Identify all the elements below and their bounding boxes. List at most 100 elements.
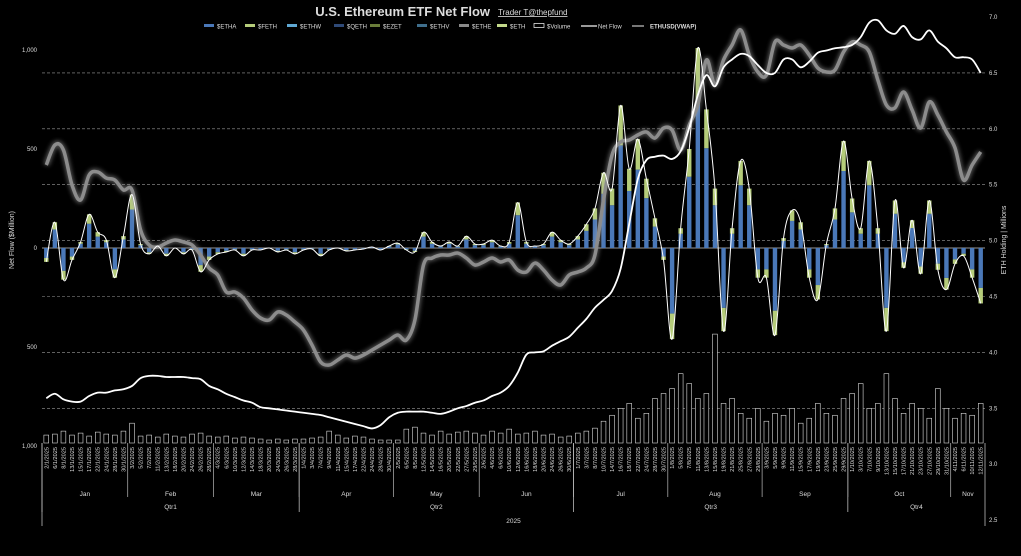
volume-bar xyxy=(600,420,607,444)
volume-bar xyxy=(377,439,384,444)
legend-swatch-1 xyxy=(245,24,255,27)
volume-bar xyxy=(69,434,75,444)
volume-bar xyxy=(86,435,92,444)
date-tick-label: 17/1/2025 xyxy=(87,447,93,472)
feth-bar xyxy=(892,200,898,214)
legend-label: Net Flow xyxy=(598,25,622,31)
date-tick-label: 5/8/2025 xyxy=(679,447,685,469)
date-tick-label: 12/11/2025 xyxy=(979,447,985,475)
date-tick-label: 8/1/2025 xyxy=(61,447,67,469)
date-tick-label: 20/6/2025 xyxy=(542,447,548,472)
etha-bar xyxy=(318,248,323,254)
etha-bar xyxy=(61,248,66,271)
etha-bar xyxy=(455,246,460,248)
legend-swatch-volume xyxy=(533,23,545,28)
legend-swatch-0 xyxy=(204,24,214,27)
date-tick-label: 3/4/2025 xyxy=(310,447,316,469)
month-label: Oct xyxy=(894,491,904,498)
right-tick-label: 4.0 xyxy=(989,350,998,356)
feth-bar xyxy=(944,277,949,290)
volume-bar xyxy=(772,412,778,444)
legend-label: $ETHA xyxy=(217,25,236,31)
etha-bar xyxy=(678,233,683,248)
feth-bar xyxy=(215,252,220,254)
feth-bar xyxy=(747,188,752,206)
feth-bar xyxy=(644,178,649,199)
legend-swatch-3 xyxy=(334,24,344,27)
etha-bar xyxy=(807,248,812,270)
feth-bar xyxy=(52,222,58,230)
feth-bar xyxy=(815,285,821,300)
volume-bar xyxy=(266,439,272,444)
feth-bar xyxy=(164,253,169,256)
right-tick-label: 3.0 xyxy=(989,462,998,468)
left-tick-label: 500 xyxy=(27,147,38,153)
date-tick-label: 15/1/2025 xyxy=(79,447,85,472)
volume-bar xyxy=(480,434,487,444)
etha-bar xyxy=(858,233,863,248)
feth-bar xyxy=(395,243,400,245)
feth-bar xyxy=(292,252,298,254)
etha-bar xyxy=(944,248,949,278)
chart-title: U.S. Ethereum ETF Net Flow xyxy=(315,4,491,19)
date-tick-label: 22/4/2025 xyxy=(361,447,367,472)
legend-swatch-5 xyxy=(417,24,427,27)
net-flow-bars xyxy=(44,48,983,340)
date-tick-label: 15/8/2025 xyxy=(713,447,719,472)
feth-bar xyxy=(841,141,846,172)
feth-bar xyxy=(832,208,838,220)
etha-bar xyxy=(884,248,889,308)
etha-bar xyxy=(798,229,803,248)
feth-bar xyxy=(764,269,769,278)
legend-label: $EZET xyxy=(383,25,402,31)
feth-bar xyxy=(789,210,795,221)
volume-bar xyxy=(189,433,195,444)
volume-bar xyxy=(215,436,221,444)
date-tick-label: 28/2/2025 xyxy=(207,447,213,472)
volume-bar xyxy=(532,430,538,444)
month-label: Feb xyxy=(165,491,177,498)
date-tick-label: 4/11/2025 xyxy=(953,447,959,471)
etha-bar xyxy=(652,226,658,248)
feth-bar xyxy=(464,236,469,240)
date-tick-label: 9/9/2025 xyxy=(782,447,788,469)
date-tick-label: 1/10/2025 xyxy=(850,447,856,472)
month-label: Nov xyxy=(962,491,974,498)
right-tick-label: 4.5 xyxy=(989,295,998,301)
etha-bar xyxy=(181,248,186,253)
legend-swatch-2 xyxy=(287,24,297,27)
date-tick-label: 6/6/2025 xyxy=(499,447,505,469)
etha-bar xyxy=(241,248,246,254)
date-tick-label: 13/8/2025 xyxy=(704,447,710,472)
right-tick-label: 3.5 xyxy=(989,406,998,412)
volume-bar xyxy=(677,373,684,444)
date-tick-label: 1/4/2025 xyxy=(301,447,307,469)
volume-bar xyxy=(806,417,812,444)
feth-bar xyxy=(978,287,983,304)
volume-bar xyxy=(429,434,435,444)
volume-bar xyxy=(643,412,650,444)
etha-bar xyxy=(86,223,92,248)
etha-bar xyxy=(301,248,306,250)
etha-bar xyxy=(849,212,855,248)
date-tick-label: 18/3/2025 xyxy=(259,447,265,472)
volume-bar xyxy=(523,432,530,444)
feth-bar xyxy=(738,160,743,186)
feth-bar xyxy=(858,228,863,234)
etha-bar xyxy=(395,244,400,248)
date-tick-label: 14/5/2025 xyxy=(430,447,436,472)
vwap-line-glow xyxy=(43,26,984,369)
date-tick-label: 27/10/2025 xyxy=(927,447,933,475)
etha-bar xyxy=(292,248,298,253)
volume-bar xyxy=(463,430,470,444)
volume-bar xyxy=(232,437,238,444)
feth-bar xyxy=(61,270,66,280)
feth-bar xyxy=(961,253,966,256)
date-tick-label: 17/10/2025 xyxy=(902,447,908,475)
etha-bar xyxy=(249,248,255,250)
etha-bar xyxy=(378,248,383,250)
legend-label: $ETHV xyxy=(430,25,449,31)
date-tick-label: 27/8/2025 xyxy=(747,447,753,472)
volume-bar xyxy=(729,398,735,444)
right-tick-label: 7.0 xyxy=(989,15,998,21)
